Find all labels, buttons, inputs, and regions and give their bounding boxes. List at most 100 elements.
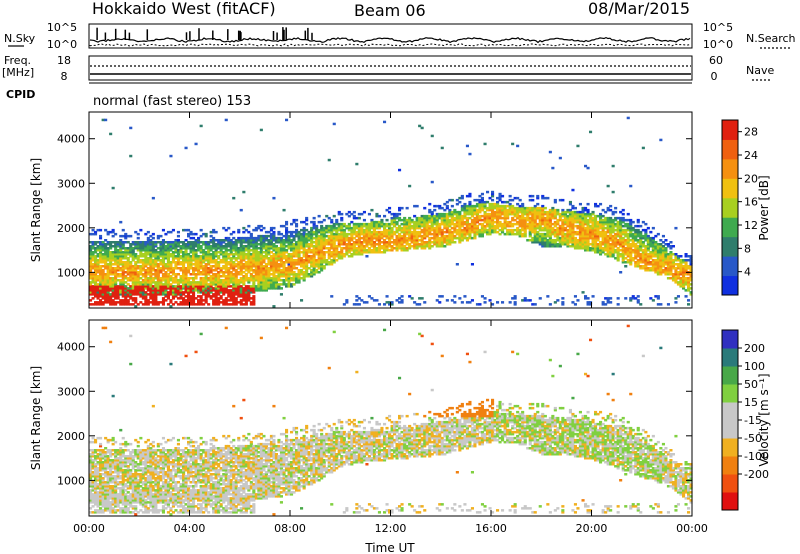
- power-cell: [141, 279, 145, 282]
- power-cell: [212, 287, 216, 290]
- power-cell: [591, 212, 595, 216]
- power-cell: [357, 243, 361, 246]
- power-cell: [400, 239, 404, 242]
- power-cell: [139, 283, 143, 286]
- power-cell: [154, 291, 158, 294]
- power-cell: [320, 239, 324, 242]
- power-cell: [478, 216, 482, 220]
- power-cell: [290, 285, 294, 288]
- power-cell: [134, 247, 138, 250]
- power-cell: [445, 234, 449, 238]
- power-cell: [375, 299, 379, 302]
- power-cell: [606, 222, 610, 226]
- power-cell: [169, 285, 173, 288]
- power-cell: [109, 297, 113, 300]
- power-cell: [305, 253, 309, 256]
- power-cell: [119, 301, 123, 304]
- power-cell: [521, 212, 525, 216]
- power-cell: [187, 303, 191, 306]
- power-cell: [217, 273, 221, 276]
- power-cell: [631, 297, 635, 300]
- power-cell: [450, 218, 454, 222]
- power-cell: [114, 293, 118, 296]
- power-cell: [257, 279, 261, 282]
- power-cell: [636, 239, 640, 242]
- power-cell: [129, 277, 133, 280]
- power-cell: [420, 222, 424, 226]
- power-cell: [506, 228, 510, 232]
- power-cell: [398, 247, 402, 250]
- power-cell: [521, 226, 525, 230]
- power-cell: [300, 245, 304, 248]
- power-cell: [317, 220, 321, 224]
- power-cell: [571, 210, 575, 214]
- power-cell: [187, 269, 191, 272]
- power-cell: [641, 245, 645, 248]
- power-cell: [287, 273, 291, 276]
- power-cell: [96, 297, 100, 300]
- power-cell: [440, 232, 444, 236]
- power-cell: [337, 239, 341, 242]
- power-cell: [124, 265, 128, 268]
- power-cell: [209, 279, 213, 282]
- power-cell: [448, 218, 452, 222]
- power-cell: [563, 220, 567, 224]
- power-cell: [184, 281, 188, 284]
- power-cell: [380, 218, 384, 222]
- power-cell: [616, 253, 620, 256]
- power-cell: [651, 249, 655, 252]
- power-cell: [541, 214, 545, 218]
- power-cell: [430, 232, 434, 236]
- power-cell: [365, 245, 369, 248]
- power-cell: [491, 218, 495, 222]
- power-cell: [606, 220, 610, 224]
- power-cell: [174, 275, 178, 278]
- power-cell: [330, 247, 334, 250]
- power-cell: [644, 222, 648, 226]
- power-cell: [443, 216, 447, 220]
- power-cell: [327, 236, 331, 240]
- power-cell: [259, 263, 263, 266]
- power-cell: [425, 214, 429, 218]
- power-cell: [269, 243, 273, 246]
- power-cell: [656, 303, 660, 306]
- power-cell: [114, 303, 118, 306]
- power-cell: [317, 230, 321, 234]
- power-cell: [611, 224, 615, 228]
- power-cell: [403, 218, 407, 222]
- power-cell: [149, 297, 153, 300]
- power-cell: [242, 259, 246, 262]
- power-cell: [131, 269, 135, 272]
- power-cell: [443, 214, 447, 218]
- power-cell: [601, 220, 605, 224]
- power-cell: [224, 283, 228, 286]
- power-cell: [285, 245, 289, 248]
- power-cell: [141, 275, 145, 278]
- power-cell: [473, 228, 477, 232]
- power-cell: [312, 255, 316, 258]
- cpid-value: normal (fast stereo) 153: [93, 94, 251, 109]
- power-cell: [116, 257, 120, 260]
- power-cell: [604, 236, 608, 240]
- power-cell: [415, 218, 419, 222]
- power-cell: [197, 283, 201, 286]
- power-cell: [646, 243, 650, 246]
- power-cell: [89, 273, 93, 276]
- power-cell: [639, 249, 643, 252]
- power-cell: [171, 293, 175, 296]
- power-cell: [242, 287, 246, 290]
- power-cell: [219, 241, 223, 244]
- power-cell: [501, 301, 505, 304]
- nave-tick-high: 60: [709, 54, 723, 67]
- power-cell: [124, 251, 128, 254]
- power-cell: [322, 255, 326, 258]
- power-cell: [388, 230, 392, 234]
- power-cell: [224, 303, 228, 306]
- power-cell: [249, 257, 253, 260]
- power-cell: [121, 275, 125, 278]
- power-cell: [269, 261, 273, 264]
- power-cell: [315, 269, 319, 272]
- power-cell: [277, 265, 281, 268]
- power-cell: [393, 230, 397, 234]
- power-cell: [189, 243, 193, 246]
